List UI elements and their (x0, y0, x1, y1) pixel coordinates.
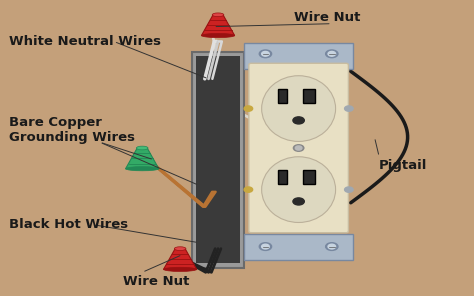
FancyBboxPatch shape (303, 170, 315, 184)
Circle shape (259, 50, 272, 58)
Circle shape (259, 243, 272, 250)
Polygon shape (126, 148, 159, 169)
FancyBboxPatch shape (192, 52, 244, 268)
Circle shape (262, 52, 269, 56)
Ellipse shape (262, 157, 336, 223)
Circle shape (295, 146, 302, 150)
Ellipse shape (126, 167, 159, 171)
Text: Wire Nut: Wire Nut (294, 11, 360, 24)
Ellipse shape (262, 76, 336, 141)
Circle shape (345, 106, 353, 111)
Text: Bare Copper
Grounding Wires: Bare Copper Grounding Wires (9, 116, 136, 144)
FancyBboxPatch shape (278, 89, 287, 103)
Ellipse shape (137, 146, 148, 150)
Text: Black Hot Wires: Black Hot Wires (9, 218, 128, 231)
Circle shape (244, 187, 253, 192)
Circle shape (328, 52, 336, 56)
FancyBboxPatch shape (278, 170, 287, 184)
Circle shape (326, 50, 338, 58)
Text: White Neutral Wires: White Neutral Wires (9, 35, 162, 48)
Circle shape (328, 244, 336, 249)
FancyBboxPatch shape (244, 234, 353, 260)
Ellipse shape (212, 13, 224, 17)
Circle shape (293, 117, 304, 124)
Circle shape (244, 106, 253, 111)
Polygon shape (164, 249, 197, 269)
Ellipse shape (164, 267, 197, 271)
Ellipse shape (201, 33, 235, 38)
FancyBboxPatch shape (196, 56, 240, 263)
Circle shape (293, 198, 304, 205)
FancyBboxPatch shape (244, 43, 353, 69)
Text: Wire Nut: Wire Nut (123, 275, 190, 288)
Polygon shape (201, 15, 235, 36)
Circle shape (345, 187, 353, 192)
Circle shape (293, 145, 304, 151)
FancyBboxPatch shape (303, 89, 315, 103)
Circle shape (262, 244, 269, 249)
Text: Pigtail: Pigtail (379, 159, 428, 172)
Ellipse shape (174, 247, 186, 250)
Circle shape (326, 243, 338, 250)
FancyBboxPatch shape (249, 63, 348, 233)
